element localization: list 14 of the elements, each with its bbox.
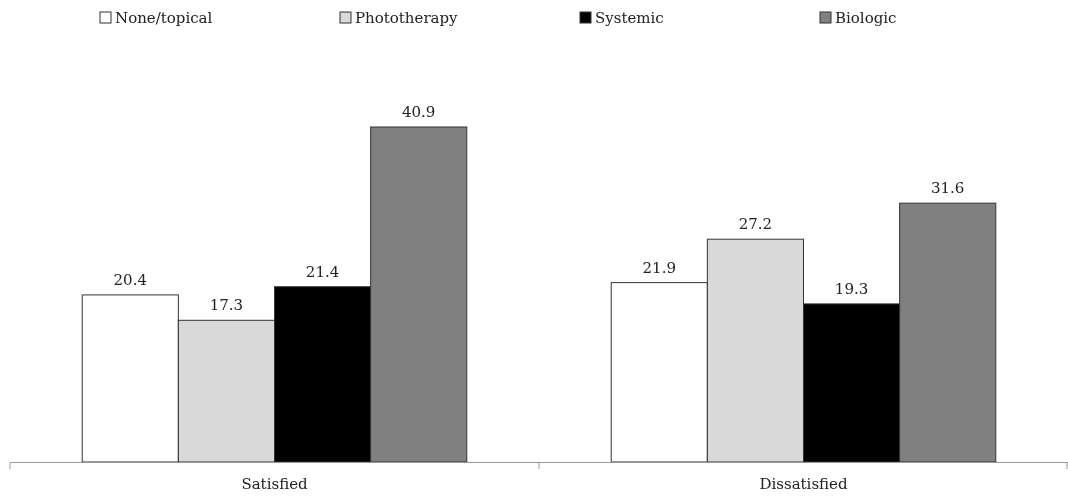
x-tick-label: Dissatisfied <box>759 475 848 493</box>
legend-label: Biologic <box>835 9 897 27</box>
legend-label: Phototherapy <box>355 9 459 27</box>
data-label: 20.4 <box>113 270 147 289</box>
data-label: 21.4 <box>305 262 340 281</box>
data-label: 31.6 <box>931 179 965 198</box>
data-label: 21.9 <box>642 258 676 277</box>
data-label: 19.3 <box>834 279 869 298</box>
data-label: 27.2 <box>738 215 773 234</box>
legend-label: Systemic <box>595 9 664 27</box>
data-label: 40.9 <box>402 103 436 121</box>
data-label: 17.3 <box>209 296 244 315</box>
x-tick-label: Satisfied <box>241 475 309 493</box>
legend-label: None/topical <box>115 9 213 27</box>
